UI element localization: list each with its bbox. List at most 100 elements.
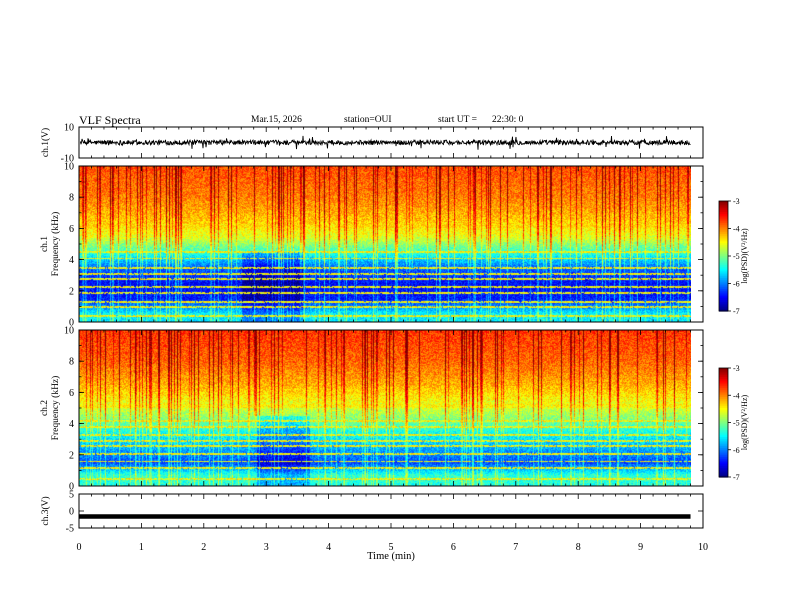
ch1-colorbar-swatch (719, 206, 728, 209)
ch2-colorbar-swatch (719, 433, 728, 436)
ch1-colorbar-swatch (719, 300, 728, 303)
ch1-colorbar-swatch (719, 237, 728, 241)
ch1-colorbar-swatch (719, 226, 728, 230)
ch3-waveform-ytick-label: -5 (66, 524, 74, 535)
ch2-colorbar-swatch (719, 384, 728, 387)
ch2-colorbar-swatch (719, 369, 728, 373)
ch1-colorbar-swatch (719, 221, 728, 224)
ch2-colorbar-tick-label: -7 (733, 473, 740, 482)
x-axis: 0 1 2 3 4 5 6 7 8 9 10 Time (min) (77, 542, 709, 562)
ch2-colorbar-swatch (719, 469, 728, 473)
ch2-colorbar-swatch (719, 460, 728, 464)
ch1-colorbar-swatch (719, 289, 728, 292)
ch2-colorbar-swatch (719, 373, 728, 376)
ch1-colorbar-swatch (719, 285, 728, 288)
ch2-colorbar-swatch (719, 387, 728, 391)
ch1-spectrogram-panel: 0 2 4 6 8 10 ch.1 Frequency (kHz) (40, 162, 704, 329)
ch2-colorbar-swatch (719, 457, 728, 460)
ch1-colorbar-swatch (719, 217, 728, 220)
ch1-colorbar-swatch (719, 303, 728, 307)
x-tick-label: 2 (201, 542, 206, 553)
ch1-waveform-panel: 10 -10 ch.1(V) (40, 123, 704, 165)
ch1-spectrogram-ytick-label: 0 (69, 318, 74, 329)
ch2-colorbar-swatch (719, 466, 728, 469)
ch1-colorbar-swatch (719, 270, 728, 274)
ch1-colorbar-swatch (719, 294, 728, 297)
ch2-colorbar-swatch (719, 378, 728, 382)
ch1-colorbar-swatch (719, 210, 728, 213)
ch3-waveform-ytick-label: 5 (69, 490, 74, 501)
ch2-colorbar-swatch (719, 464, 728, 467)
ch2-spectrogram-panel: 0 2 4 6 8 10 ch.2 Frequency (kHz) (40, 326, 704, 493)
header-station: station=OUI (344, 115, 392, 125)
ch1-colorbar-swatch (719, 213, 728, 217)
ch2-colorbar-swatch (719, 422, 728, 425)
ch2-spectrogram-ytick-label: 6 (69, 388, 74, 399)
ch1-colorbar-swatch (719, 296, 728, 299)
ch2-colorbar-swatch (719, 413, 728, 416)
ch1-colorbar-swatch (719, 278, 728, 281)
ch1-colorbar-swatch (719, 241, 728, 244)
ch1-spectrogram-ytick-label: 2 (69, 286, 74, 297)
ch2-colorbar-swatch (719, 386, 728, 389)
ch2-spectrogram-ylabel-frequency: Frequency (kHz) (50, 376, 61, 441)
ch2-spectrogram-ytick-label: 10 (64, 326, 74, 337)
ch2-colorbar-swatch (719, 417, 728, 420)
ch2-colorbar-swatch (719, 449, 728, 453)
ch2-colorbar-swatch (719, 427, 728, 431)
ch1-colorbar-swatch (719, 259, 728, 263)
ch1-colorbar-swatch (719, 283, 728, 286)
ch2-colorbar-swatch (719, 440, 728, 444)
ch2-colorbar-swatch (719, 400, 728, 404)
ch2-colorbar-swatch (719, 377, 728, 380)
x-tick-label: 9 (638, 542, 643, 553)
ch1-spectrogram-ylabel-frequency: Frequency (kHz) (50, 212, 61, 277)
ch1-colorbar: -3 -4 -5 -6 -7 log(PSD)(V²/Hz) (718, 197, 749, 316)
ch1-colorbar-swatch (719, 279, 728, 283)
x-tick-label: 8 (576, 542, 581, 553)
ch1-colorbar-tick-label: -5 (733, 252, 740, 261)
ch1-colorbar-swatch (719, 246, 728, 250)
ch2-spectrogram-ytick-label: 0 (69, 482, 74, 493)
ch2-colorbar-swatch (719, 442, 728, 445)
ch2-colorbar-swatch (719, 409, 728, 413)
ch1-colorbar-swatch (719, 298, 728, 301)
ch1-colorbar-swatch (719, 287, 728, 290)
ch2-colorbar-swatch (719, 438, 728, 442)
ch1-colorbar-swatch (719, 243, 728, 246)
ch1-colorbar-swatch (719, 268, 728, 272)
ch2-colorbar-swatch (719, 407, 728, 411)
ch1-spectrogram-ytick-label: 6 (69, 224, 74, 235)
ch1-colorbar-swatch (719, 228, 728, 231)
ch1-colorbar-swatch (719, 223, 728, 226)
ch2-colorbar-swatch (719, 393, 728, 396)
ch1-colorbar-tick-label: -3 (733, 197, 740, 206)
ch2-colorbar-swatch (719, 447, 728, 451)
ch2-colorbar-swatch (719, 380, 728, 384)
ch2-colorbar-swatch (719, 382, 728, 385)
ch2-colorbar-swatch (719, 453, 728, 456)
ch1-colorbar-swatch (719, 274, 728, 277)
ch1-colorbar-swatch (719, 252, 728, 255)
ch1-colorbar-tick-label: -4 (733, 225, 740, 234)
ch2-colorbar-swatch (719, 411, 728, 415)
ch1-colorbar-swatch (719, 245, 728, 248)
ch2-colorbar-swatch (719, 435, 728, 438)
ch2-colorbar-swatch (719, 375, 728, 378)
ch1-spectrogram-ytick-label: 8 (69, 193, 74, 204)
x-tick-label: 6 (451, 542, 456, 553)
ch2-colorbar: -3 -4 -5 -6 -7 log(PSD)(V²/Hz) (718, 364, 749, 482)
ch2-colorbar-tick-label: -3 (733, 364, 740, 373)
x-tick-label: 4 (326, 542, 331, 553)
ch1-colorbar-tick-label: -6 (733, 280, 740, 289)
x-tick-label: 1 (139, 542, 144, 553)
ch1-colorbar-swatch (719, 263, 728, 266)
ch1-colorbar-swatch (719, 261, 728, 264)
ch1-colorbar-swatch (719, 204, 728, 208)
ch1-colorbar-swatch (719, 201, 728, 204)
ch1-colorbar-swatch (719, 290, 728, 294)
ch3-waveform-ytick-label: 0 (69, 507, 74, 518)
ch2-colorbar-swatch (719, 404, 728, 407)
ch1-colorbar-swatch (719, 230, 728, 233)
ch2-colorbar-swatch (719, 426, 728, 429)
